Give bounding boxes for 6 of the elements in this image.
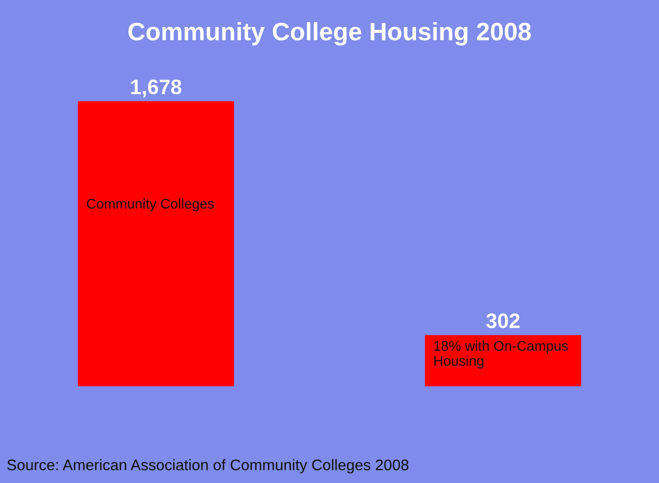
x-tick-label: 18% with On-Campus Housing: [434, 340, 568, 369]
data-label: 302: [486, 313, 520, 328]
x-tick-label: Community Colleges: [86, 198, 214, 212]
data-label: 1,678: [131, 80, 182, 98]
chart-title: Community College Housing 2008: [128, 22, 531, 46]
source-note: Source: American Association of Community Colleges 2008: [7, 459, 408, 474]
